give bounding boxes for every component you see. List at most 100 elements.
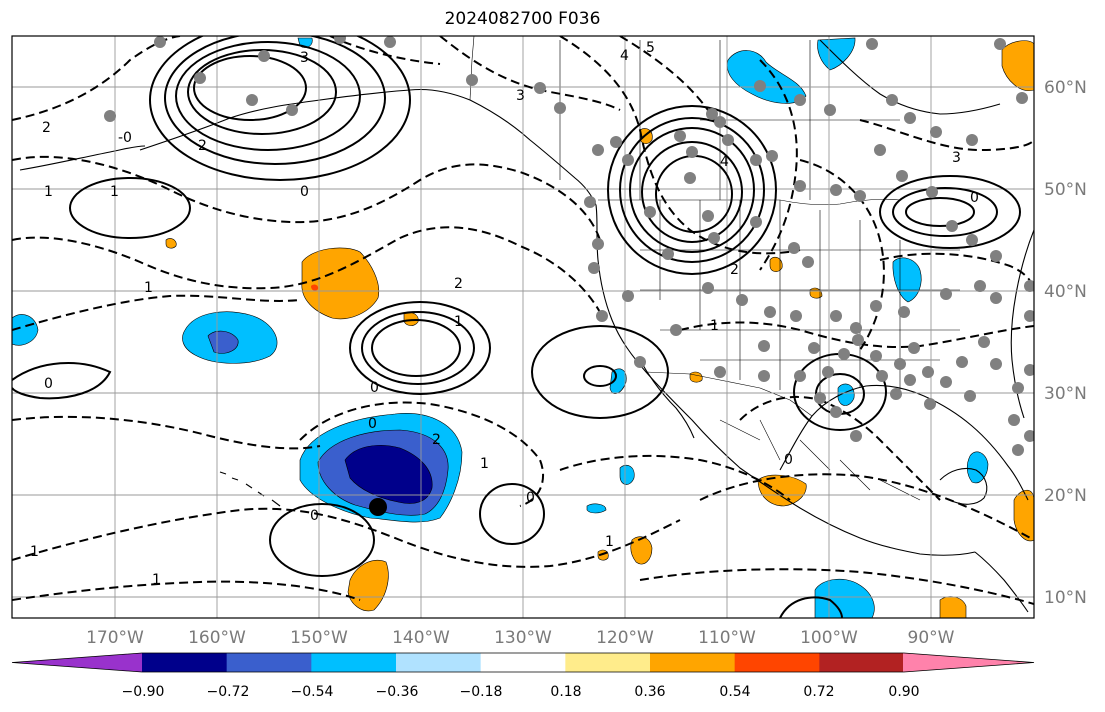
highlight-point-marker	[369, 498, 387, 516]
contour-label: 2	[730, 262, 739, 278]
contour-label: 5	[646, 40, 655, 56]
contour-solid-pnw-3	[629, 127, 755, 253]
contour-label: 1	[30, 544, 39, 560]
hawaii-islands	[219, 471, 281, 507]
positive-anomaly-small-5	[165, 238, 177, 249]
contour-dashed-3	[12, 226, 605, 321]
station-dot	[702, 282, 714, 294]
station-dot	[794, 370, 806, 382]
positive-anomaly-pacific-spot	[311, 284, 319, 291]
contour-solid-hawaii	[269, 503, 375, 577]
positive-anomaly-ne-corner	[1001, 40, 1034, 91]
station-dot	[824, 104, 836, 116]
colorbar-tick-label: 0.36	[634, 684, 665, 700]
contour-label: 3	[516, 88, 525, 104]
station-dot	[684, 172, 696, 184]
contour-label: 3	[952, 150, 961, 166]
station-dot	[838, 348, 850, 360]
station-dot	[588, 262, 600, 274]
map-frame	[11, 35, 1035, 619]
contour-solid-pnw-4	[641, 141, 743, 243]
contour-dashed-13	[859, 119, 1034, 152]
lon-label: 110°W	[698, 628, 756, 648]
contour-dashed-15	[679, 321, 1034, 349]
station-dot	[1024, 364, 1034, 376]
colorbar-segment	[396, 653, 482, 672]
contour-label: 2	[198, 138, 207, 154]
station-dot	[870, 350, 882, 362]
us-mexico-border	[645, 371, 813, 417]
station-dot	[194, 72, 206, 84]
station-dot	[1016, 92, 1028, 104]
lon-label: 160°W	[188, 628, 246, 648]
contour-dashed-11	[759, 59, 798, 271]
colorbar-tick-label: −0.36	[376, 684, 419, 700]
colorbar-tick-label: −0.90	[122, 684, 165, 700]
contour-solid-alaska-1	[149, 36, 411, 181]
contour-dashed-18	[559, 454, 791, 501]
station-dot	[644, 206, 656, 218]
colorbar-tick-label: 0.18	[550, 684, 581, 700]
lon-label: 130°W	[494, 628, 552, 648]
contour-label: 4	[720, 154, 729, 170]
station-dot	[876, 370, 888, 382]
station-dot	[946, 220, 958, 232]
colorbar-tick-label: 0.72	[803, 684, 834, 700]
positive-anomaly-pacific	[301, 247, 380, 320]
contour-solid-pnw-2	[619, 117, 765, 263]
contour-label: 1	[152, 572, 161, 588]
station-dot	[286, 104, 298, 116]
colorbar-segment	[226, 653, 312, 672]
colorbar-extend-low	[12, 653, 143, 672]
station-dot	[790, 310, 802, 322]
station-dot	[154, 36, 166, 48]
contour-label: 3	[300, 50, 309, 66]
contour-dashed-19	[639, 568, 1034, 605]
negative-anomaly-mexico	[619, 465, 635, 485]
map-title: 2024082700 F036	[444, 9, 601, 29]
contour-dashed-6	[12, 507, 681, 568]
station-dot	[622, 154, 634, 166]
station-dot	[924, 398, 936, 410]
negative-anomaly-canada	[726, 50, 807, 104]
contour-dashed-10	[619, 36, 721, 131]
station-dot	[764, 306, 776, 318]
station-dot	[534, 82, 546, 94]
negative-anomaly-texas	[837, 383, 855, 406]
station-markers	[104, 36, 1034, 456]
contour-label: 0	[784, 452, 793, 468]
contour-solid-alaska-5	[193, 55, 307, 121]
station-dot	[898, 306, 910, 318]
station-dot	[754, 80, 766, 92]
colorbar-segment	[734, 653, 820, 672]
baja-peninsula	[639, 359, 695, 439]
contour-label: 0	[310, 508, 319, 524]
colorbar-extend-high	[903, 653, 1034, 672]
station-dot	[1012, 382, 1024, 394]
station-dot	[622, 290, 634, 302]
station-dot	[814, 392, 826, 404]
station-dot	[670, 324, 682, 336]
station-dot	[956, 356, 968, 368]
station-dot	[908, 342, 920, 354]
station-dot	[592, 238, 604, 250]
contour-solid-mid-2	[361, 311, 475, 385]
negative-anomaly-gulf	[814, 578, 875, 618]
station-dot	[866, 38, 878, 50]
hudson-region	[819, 39, 1001, 115]
station-dot	[104, 110, 116, 122]
lat-label: 10°N	[1044, 588, 1087, 608]
contour-solid-west-edge	[12, 362, 112, 400]
station-dot	[736, 294, 748, 306]
colorbar-outline	[11, 652, 1035, 673]
contour-dashed-8	[299, 401, 545, 507]
colorbar-segment	[480, 653, 566, 672]
station-dot	[466, 74, 478, 86]
station-dot	[850, 322, 862, 334]
station-dot	[584, 196, 596, 208]
station-dot	[930, 126, 942, 138]
contour-label: 0	[44, 376, 53, 392]
contour-dashed-5	[12, 415, 321, 450]
station-dot	[990, 358, 1002, 370]
